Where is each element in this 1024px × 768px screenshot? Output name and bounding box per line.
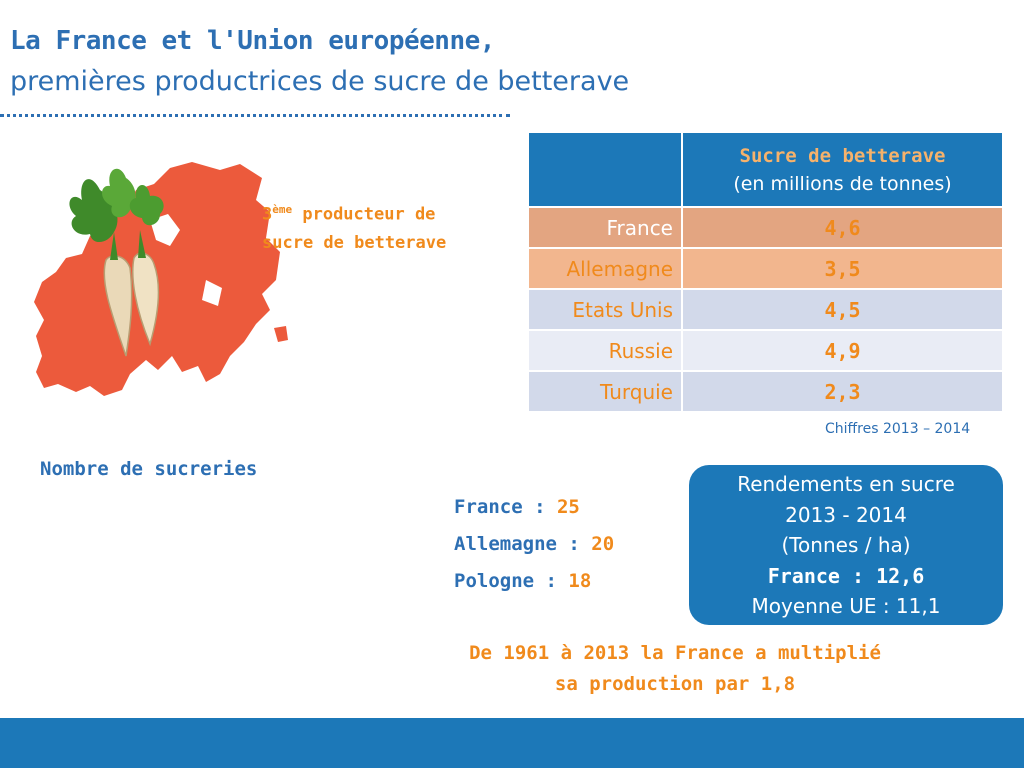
factory-count: 25: [556, 496, 580, 518]
rank-text-line1: producteur de: [292, 204, 436, 225]
rank-text-line2: sucre de betterave: [262, 232, 447, 253]
table-header-unit: (en millions de tonnes): [733, 172, 952, 195]
table-cell-country: Allemagne: [529, 248, 683, 290]
table-row: Allemagne 3,5: [529, 248, 1004, 290]
yield-line-2: 2013 - 2014: [785, 502, 907, 527]
table-row: Etats Unis 4,5: [529, 289, 1004, 331]
table-cell-value: 4,9: [682, 330, 1004, 372]
table-row: Turquie 2,3: [529, 371, 1004, 413]
factory-count: 20: [591, 533, 615, 555]
sugar-production-table: Sucre de betterave (en millions de tonne…: [529, 133, 1004, 413]
footer-bar: [0, 718, 1024, 768]
yield-line-3: (Tonnes / ha): [781, 533, 911, 557]
factory-country: Pologne :: [454, 570, 569, 592]
europe-map-icon: [34, 162, 288, 396]
table-header-value: Sucre de betterave (en millions de tonne…: [682, 133, 1004, 208]
table-source: Chiffres 2013 – 2014: [825, 421, 971, 437]
table-row: Russie 4,9: [529, 330, 1004, 372]
table-header-empty: [529, 133, 683, 208]
table-header-title: Sucre de betterave: [739, 144, 946, 167]
yield-line-average: Moyenne UE : 11,1: [751, 594, 941, 618]
rank-number: 3: [262, 204, 273, 225]
table-cell-country: Russie: [529, 330, 683, 372]
list-item: France : 25: [454, 496, 614, 533]
factory-country: Allemagne :: [454, 533, 592, 555]
factories-list: France : 25 Allemagne : 20 Pologne : 18: [454, 496, 614, 607]
yield-line-france: France : 12,6: [767, 563, 925, 588]
sugar-beet-icon: [69, 168, 164, 357]
yield-line-1: Rendements en sucre: [737, 472, 955, 496]
list-item: Pologne : 18: [454, 570, 614, 607]
conclusion-line-2: sa production par 1,8: [554, 673, 796, 695]
rank-suffix: ème: [272, 203, 293, 216]
table-cell-country: Turquie: [529, 371, 683, 413]
table-cell-country: Etats Unis: [529, 289, 683, 331]
table-cell-value: 4,5: [682, 289, 1004, 331]
table-row: France 4,6: [529, 207, 1004, 249]
yield-box: Rendements en sucre 2013 - 2014 (Tonnes …: [689, 465, 1003, 625]
conclusion-text: De 1961 à 2013 la France a multiplié sa …: [430, 638, 920, 700]
conclusion-line-1: De 1961 à 2013 la France a multiplié: [469, 642, 881, 664]
table-header-row: Sucre de betterave (en millions de tonne…: [529, 133, 1004, 208]
page-subtitle: premières productrices de sucre de bette…: [10, 66, 630, 97]
list-item: Allemagne : 20: [454, 533, 614, 570]
page-title: La France et l'Union européenne,: [10, 26, 495, 56]
table-cell-country: France: [529, 207, 683, 249]
factories-title: Nombre de sucreries: [40, 458, 258, 480]
table-cell-value: 3,5: [682, 248, 1004, 290]
table-cell-value: 2,3: [682, 371, 1004, 413]
europe-map-illustration: [30, 160, 290, 400]
table-cell-value: 4,6: [682, 207, 1004, 249]
rank-label: 3ème producteur de sucre de betterave: [262, 196, 512, 257]
factory-count: 18: [568, 570, 592, 592]
title-divider: [0, 114, 510, 117]
factory-country: France :: [454, 496, 557, 518]
